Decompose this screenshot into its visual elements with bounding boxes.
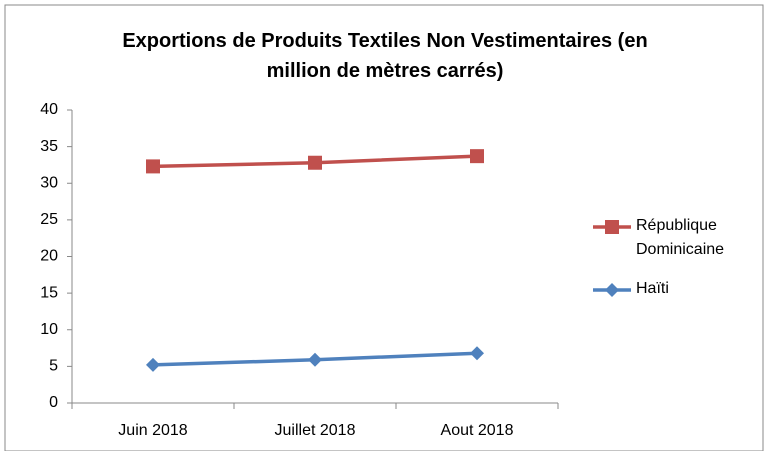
x-tick-label: Aout 2018 [441,422,514,439]
y-tick-label: 30 [40,174,58,191]
y-tick-label: 5 [49,358,58,375]
x-tick-label: Juillet 2018 [275,422,356,439]
x-tick-label: Juin 2018 [118,422,187,439]
marker [605,283,619,297]
marker [308,155,322,170]
y-tick-label: 15 [40,284,58,301]
marker [146,357,160,372]
y-tick-label: 10 [40,321,58,338]
legend-label: République Dominicaine [636,217,725,258]
marker [146,159,160,174]
chart-border [4,4,764,451]
marker [470,149,484,164]
marker [470,346,484,361]
y-tick-label: 20 [40,248,58,265]
y-tick-label: 35 [40,138,58,155]
legend-label: Haïti [636,280,669,297]
chart-title: Exportions de Produits Textiles Non Vest… [122,30,648,82]
y-tick-label: 40 [40,101,58,118]
marker [605,220,619,234]
marker [308,352,322,367]
y-tick-label: 25 [40,211,58,228]
y-tick-label: 0 [49,394,58,411]
